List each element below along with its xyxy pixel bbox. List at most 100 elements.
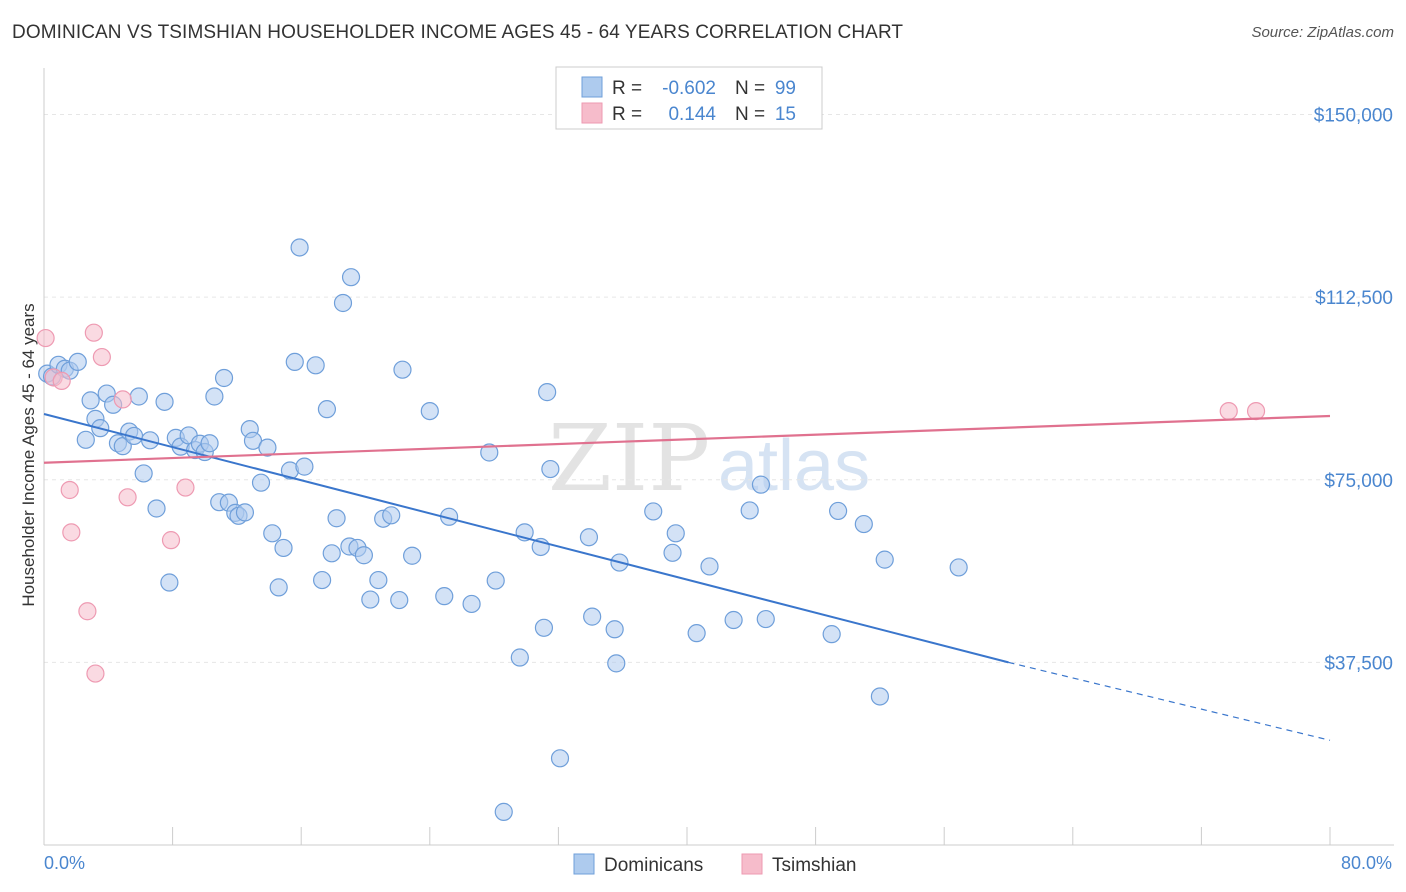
dominican-point [327,509,346,528]
axes [43,68,1394,846]
dominican-point [829,501,848,521]
dominican-point [361,590,380,609]
dominican-point [160,573,179,592]
dominican-point [76,430,95,449]
dominican-point [269,578,288,597]
tsimshian-point [62,523,81,542]
dominican-point [583,607,602,626]
dominican-point [822,625,841,644]
tsimshian-points [36,323,1266,683]
y-tick-label-3: $150,000 [1314,106,1393,127]
bottom-legend-swatch-dominicans [573,853,595,875]
dominican-point [550,749,570,768]
dominican-point [494,802,513,821]
dominican-point [129,387,148,406]
dominican-point [354,546,373,565]
dominican-point [435,587,454,606]
tsimshian-point [176,478,195,497]
bottom-legend-swatch-tsimshian [741,853,763,875]
dominican-point [295,457,314,476]
dominican-point [205,387,224,406]
dominican-point [579,528,599,547]
source-credit: Source: ZipAtlas.com [1251,24,1394,41]
legend-n-value-tsimshian: 15 [775,104,796,125]
dominican-point [68,352,87,372]
tsimshian-point [1219,401,1238,421]
dominican-point [285,352,304,372]
y-tick-label-2: $112,500 [1315,288,1393,309]
dominican-point [306,356,325,375]
dominican-point [541,459,560,479]
legend-r-label-tsimshian: R = [612,104,642,125]
dominicans-trend-line [43,413,1009,664]
watermark-atlas: atlas [718,426,870,506]
dominican-point [312,570,332,590]
legend-r-value-tsimshian: 0.144 [668,104,716,125]
tsimshian-point [52,371,71,391]
legend-n-label-tsimshian: N = [735,104,765,125]
tsimshian-point [118,488,137,507]
bottom-legend: Dominicans Tsimshian [573,853,856,876]
dominican-point [147,499,166,518]
dominican-point [607,654,626,673]
dominican-point [700,557,719,576]
dominican-point [486,571,505,590]
dominican-point [263,524,282,543]
gridlines [44,114,1394,663]
dominican-point [290,238,309,257]
tsimshian-point [84,323,103,342]
dominican-point [751,475,771,494]
dominican-point [258,438,277,457]
dominicans-trend-extrapolation [1008,661,1331,741]
watermark-zip: ZIP [548,405,710,512]
dominican-point [341,268,361,287]
dominican-point [155,392,174,411]
bottom-legend-tsimshian: Tsimshian [772,855,856,876]
tsimshian-point [92,347,111,367]
x-tick-label-min: 0.0% [44,853,85,873]
dominican-point [740,501,759,520]
dominican-point [666,524,685,543]
tsimshian-point [60,480,79,500]
dominican-point [81,391,100,410]
dominican-point [510,648,529,667]
dominican-point [369,570,388,590]
dominican-point [214,368,234,388]
legend-swatch-tsimshian [581,102,603,124]
tsimshian-point [113,390,132,409]
dominican-point [274,538,293,558]
tsimshian-point [36,328,55,348]
dominican-point [605,620,624,639]
y-tick-labels: $37,500 $75,000 $112,500 $150,000 [1314,106,1393,675]
legend-swatch-dominicans [581,76,603,98]
dominican-point [390,590,409,610]
dominican-point [480,443,499,462]
chart-title: DOMINICAN VS TSIMSHIAN HOUSEHOLDER INCOM… [12,22,904,43]
dominican-point [393,360,412,379]
dominican-point [235,503,255,522]
dominican-point [200,434,219,453]
dominican-point [949,558,968,577]
x-tick-label-max: 80.0% [1341,853,1392,873]
tsimshian-point [86,664,105,683]
dominican-point [403,546,422,565]
dominican-point [251,473,271,492]
y-axis-title: Householder Income Ages 45 - 64 years [19,303,38,606]
legend-n-value-dominicans: 99 [775,78,796,99]
dominicans-points [38,238,968,821]
tsimshian-trend-line [43,414,1331,464]
dominican-point [756,609,775,629]
legend-r-value-dominicans: -0.602 [662,78,716,99]
dominican-point [538,383,557,402]
dominican-point [462,594,481,614]
y-tick-label-1: $75,000 [1324,471,1393,492]
dominican-point [420,401,439,421]
dominican-point [663,543,682,562]
tsimshian-point [1246,401,1266,421]
dominican-point [534,618,554,637]
tsimshian-point [78,602,97,621]
dominican-point [134,464,153,483]
dominican-point [322,544,341,563]
dominican-point [644,502,663,521]
